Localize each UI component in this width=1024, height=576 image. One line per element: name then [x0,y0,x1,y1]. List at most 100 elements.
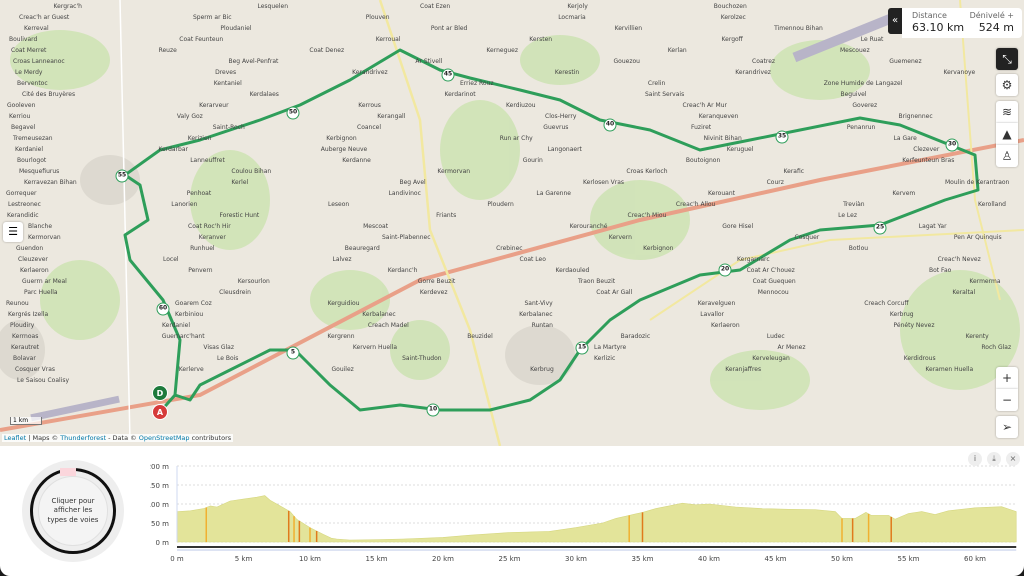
place-label: Guemenez [889,58,922,65]
place-label: Saint-Roch [212,124,245,131]
y-tick-label: 200 m [150,463,169,471]
place-label: Clos-Herry [545,113,577,120]
y-tick-label: 50 m [151,520,169,528]
road-types-wheel[interactable]: Cliquer pour afficher les types de voies [22,460,124,562]
place-label: Kervillien [614,25,643,32]
place-label: Guevrus [543,124,569,131]
osm-link[interactable]: OpenStreetMap [138,434,190,442]
start-marker[interactable]: A [152,404,168,420]
x-tick-label: 30 km [565,555,587,563]
place-label: Timennou Bihan [774,25,823,32]
place-label: Parc Huella [24,289,58,296]
km-marker: 20 [718,263,732,277]
place-label: Nivinit Bihan [703,135,742,142]
route-line[interactable] [123,48,980,413]
wheel-hint[interactable]: Cliquer pour afficher les types de voies [38,476,108,546]
place-label: Keraltal [952,289,976,296]
download-button[interactable]: ⤓ [987,452,1001,466]
place-label: Fuziret [691,124,712,131]
place-label: Boutoignon [685,157,721,164]
place-label: Blanche [28,223,53,230]
zoom-in-button[interactable]: + [996,367,1018,389]
elevation-value: 524 m [978,21,1014,34]
place-label: Kerdidrous [903,355,936,362]
km-marker: 10 [426,403,440,417]
place-label: Kerjoly [567,3,588,10]
place-label: Kerlel [231,179,249,186]
download-icon: ⤓ [992,454,996,463]
place-label: Gourin [522,157,543,164]
map[interactable]: Kergrac'h Lesquelen Coat Ezen Kerjoly Boucho… [0,0,1024,446]
place-label: Le Lez [838,212,858,219]
place-label: Guendon [16,245,44,252]
collapse-panel-button[interactable]: « [888,8,902,34]
place-label: Pont ar Bled [430,25,468,32]
place-label: Friants [436,212,457,219]
km-marker: 55 [115,169,129,183]
elevation-button[interactable]: ▲ [996,123,1018,145]
zoom-out-button[interactable]: − [996,389,1018,411]
place-label: Kerandrivez [735,69,771,76]
place-label: Creac'h Miou [627,212,667,219]
layers-button[interactable]: ≋ [996,101,1018,123]
place-label: Kerdanc'h [387,267,418,274]
km-marker: 5 [286,346,300,360]
place-label: Bourlogot [17,157,47,164]
place-label: Moulin de Kerantraon [945,179,1010,186]
place-label: Pen Ar Quinquis [953,234,1002,241]
close-button[interactable]: × [1006,452,1020,466]
place-label: Kerlizic [594,355,616,362]
road-type-bar [177,546,1017,548]
info-icon: i [973,454,977,463]
place-label: Kerafic [783,168,805,175]
place-label: Guerrn ar Meal [22,278,67,285]
place-label: Kermerma [969,278,1001,285]
finish-marker[interactable]: D [152,385,168,401]
place-label: Coat Leo [519,256,546,263]
place-label: Saint-Plabennec [382,234,431,241]
place-label: Locel [163,256,179,263]
place-label: Langonaert [547,146,582,153]
info-button[interactable]: i [968,452,982,466]
place-label: Kerlerve [178,366,204,373]
place-label: Kerdalaes [249,91,279,98]
place-label: Le Saisou Coalisy [17,377,70,384]
place-label: Beguivel [840,91,867,98]
place-label: Reuze [158,47,177,54]
place-label: Penhoat [186,190,212,197]
close-icon: × [1009,454,1017,463]
km-marker: 40 [603,118,617,132]
place-label: Coulou Bihan [231,168,272,175]
place-label: Cosquer Vras [15,366,56,373]
place-label: Coat Guequen [752,278,796,285]
elevation-area[interactable] [176,495,1017,543]
leaflet-link[interactable]: Leaflet [4,434,27,442]
place-label: La Gare [893,135,917,142]
place-label: Kerdaouled [555,267,590,274]
locate-button[interactable]: ➢ [996,416,1018,438]
menu-button[interactable]: ☰ [3,222,23,242]
place-label: Keravelguen [697,300,736,307]
km-marker: 35 [775,130,789,144]
place-label: Lanorien [171,201,198,208]
place-label: Kerarveur [199,102,229,109]
km-marker: 25 [873,221,887,235]
place-label: Reunou [6,300,29,307]
settings-button[interactable]: ⚙ [996,74,1018,96]
place-label: Begavel [11,124,36,131]
fit-route-button[interactable]: ⤡ [996,48,1018,70]
x-tick-label: 0 m [170,555,184,563]
place-label: Bot Fao [929,267,952,274]
place-label: Kervanoye [943,69,976,76]
elevation-chart[interactable]: 200 m 150 m 100 m 50 m 0 m0 m 5 km 10 km 15 km 2… [150,458,1020,573]
thunderforest-link[interactable]: Thunderforest [60,434,107,442]
place-label: Boulivard [9,36,38,43]
place-label: Mescoat [363,223,389,230]
place-label: Lesquelen [257,3,289,10]
place-label: Mesquefiurus [19,168,60,175]
place-label: Le Ruat [860,36,884,43]
place-label: Kerrnoas [12,333,39,340]
place-label: Penvern [188,267,213,274]
place-label: Penanrun [846,124,876,131]
poi-button[interactable]: ♙ [996,145,1018,167]
